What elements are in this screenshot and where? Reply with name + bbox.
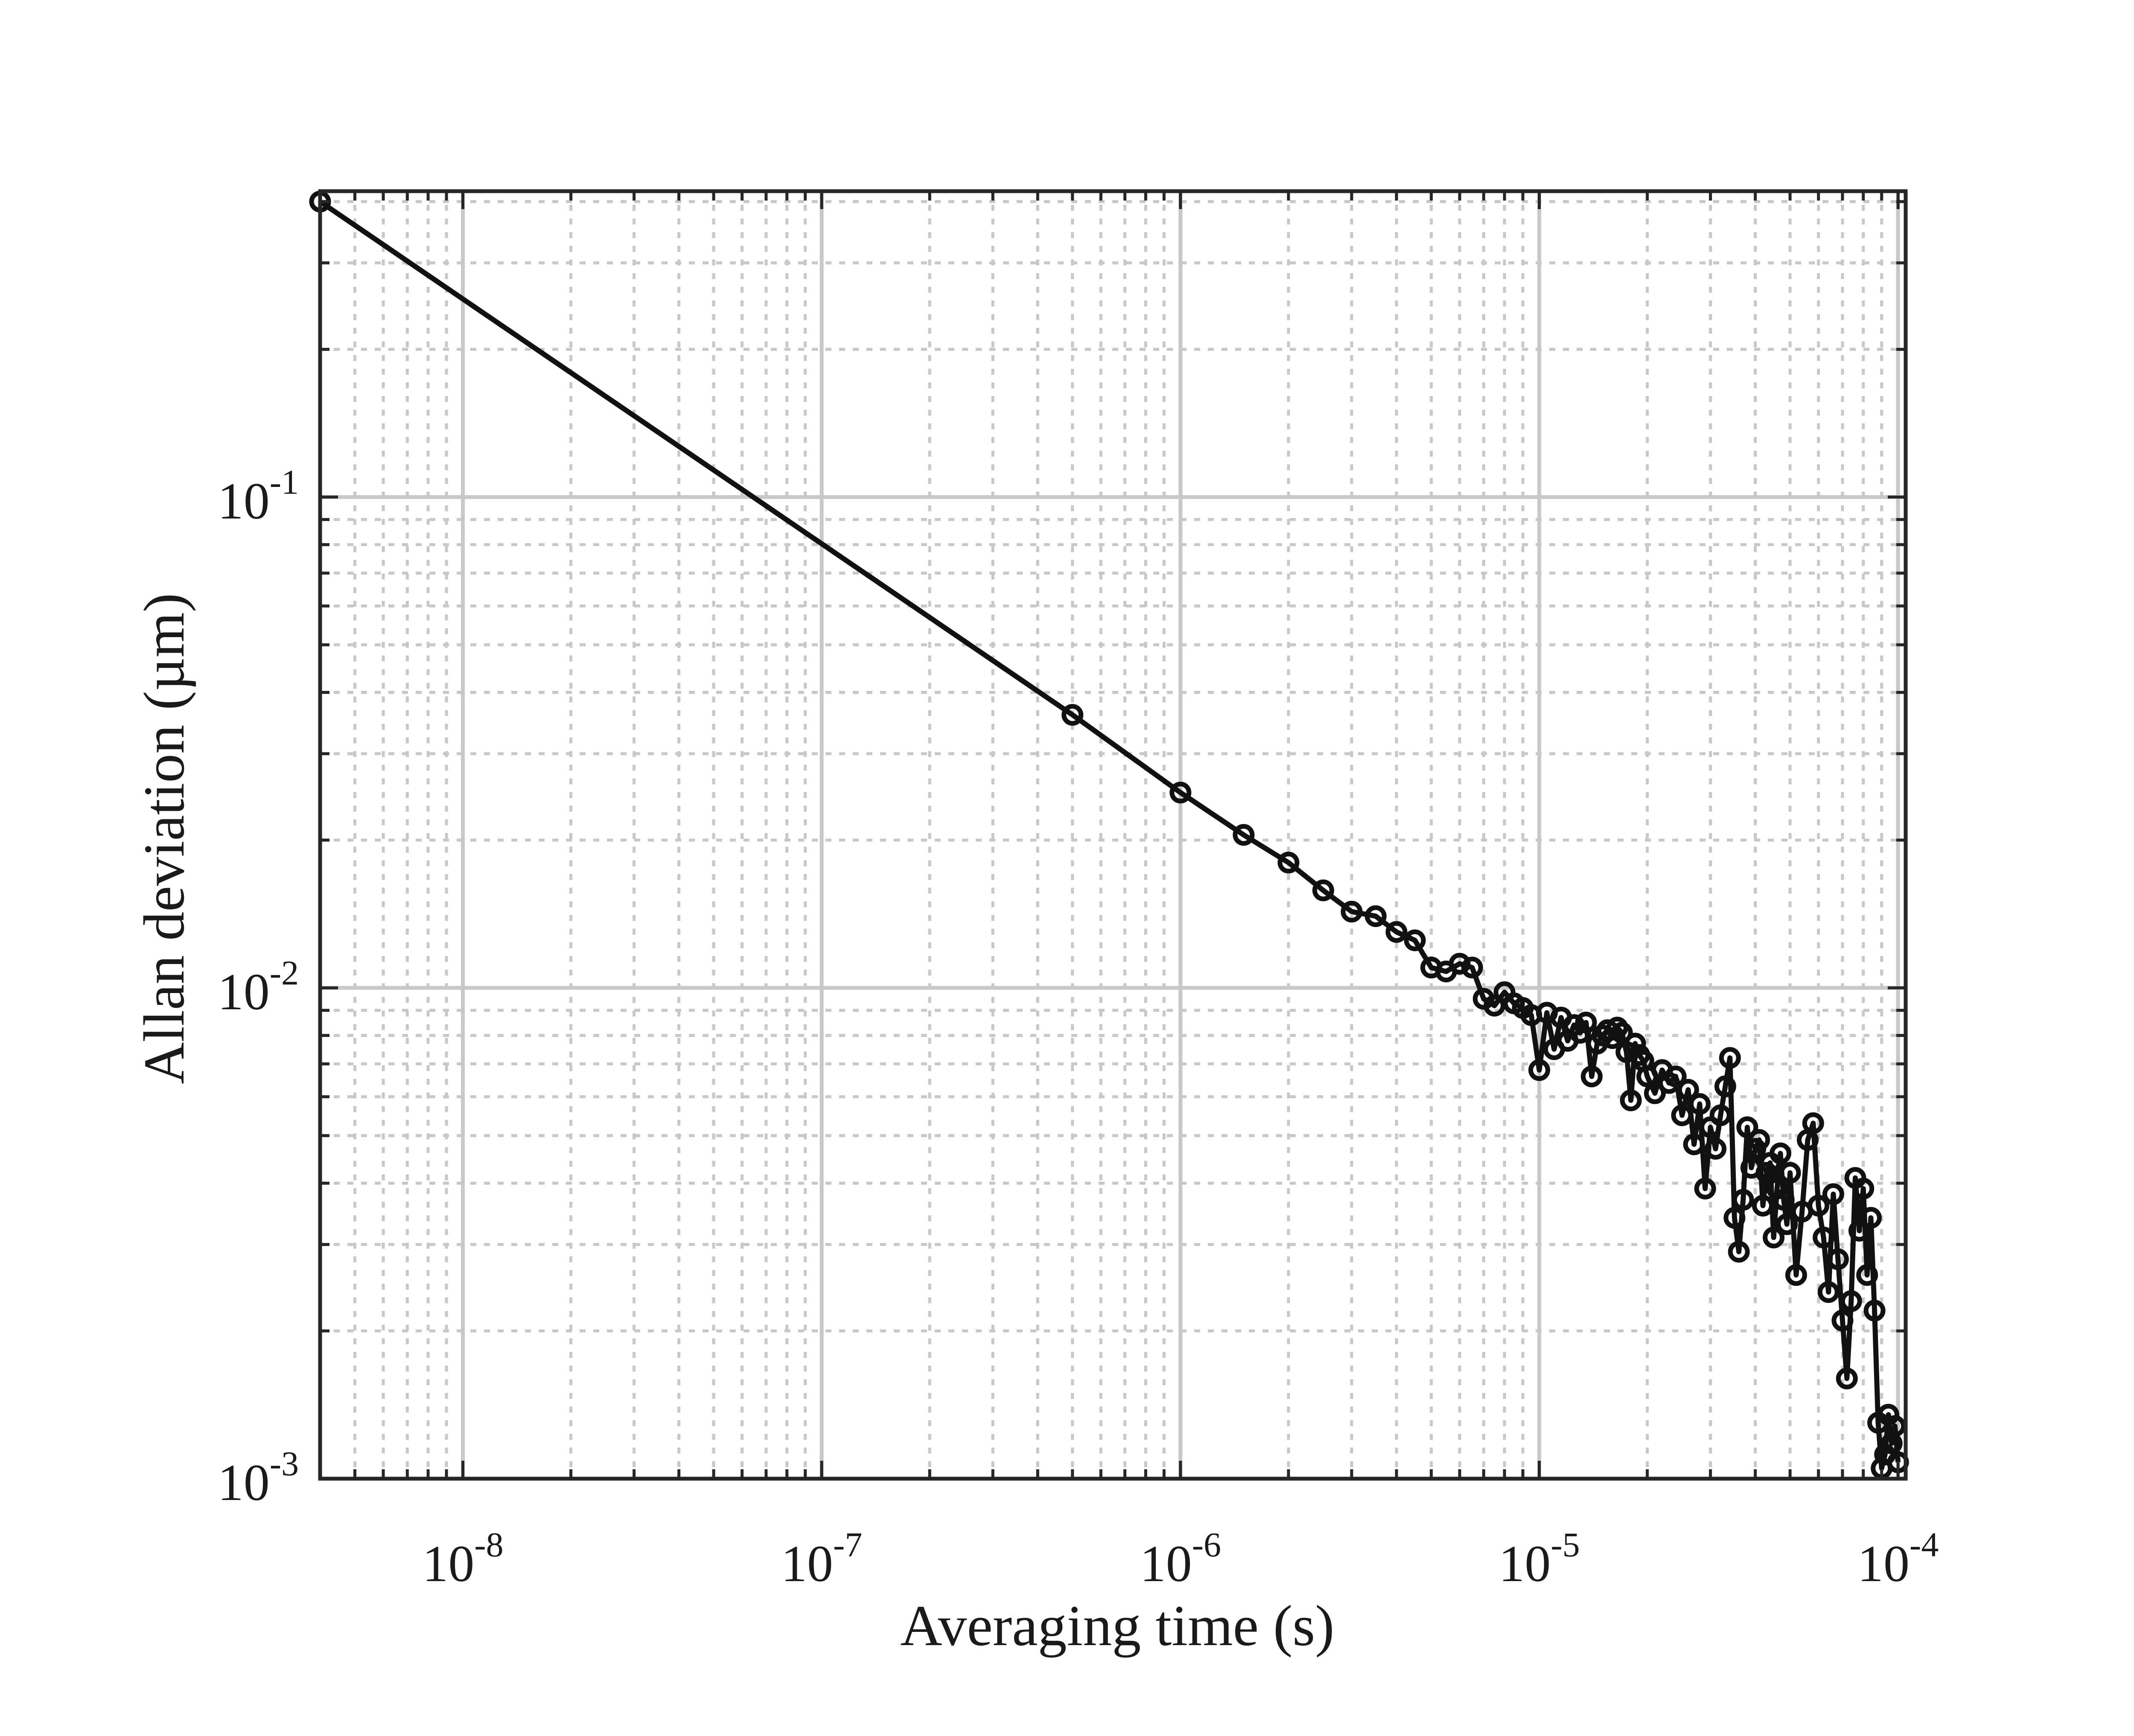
data-point-marker [1827, 1248, 1849, 1270]
data-point-marker [1755, 1162, 1778, 1184]
data-point-marker [1719, 1047, 1741, 1069]
data-point-marker [1483, 995, 1505, 1017]
data-point-marker [1671, 1104, 1693, 1127]
axes [318, 189, 1908, 1481]
x-tick-label: 10-6 [1140, 1525, 1221, 1593]
y-tick-label: 10-1 [218, 463, 299, 530]
data-point-marker [1852, 1177, 1875, 1200]
x-tick-label: 10-8 [422, 1525, 503, 1593]
data-point-marker [1779, 1162, 1801, 1184]
data-point-marker [1312, 879, 1334, 901]
data-point-marker [1620, 1089, 1642, 1111]
data-point-marker [1665, 1065, 1687, 1087]
data-point-marker [1860, 1207, 1882, 1229]
data-point-marker [1364, 905, 1387, 927]
data-point-marker [1848, 1220, 1870, 1242]
plot-frame [318, 189, 1908, 1481]
data-point-marker [1528, 1059, 1551, 1081]
y-tick-label: 10-3 [218, 1444, 299, 1512]
data-point-marker [1694, 1177, 1716, 1200]
data-point-marker [1863, 1299, 1886, 1322]
data-point-marker [1776, 1213, 1798, 1235]
y-tick-label: 10-2 [218, 953, 299, 1021]
x-axis-title: Averaging time (s) [900, 1594, 1334, 1658]
y-axis-title: Allan deviation (µm) [132, 593, 196, 1084]
data-point-marker [1763, 1226, 1785, 1249]
data-point-marker [1728, 1241, 1750, 1263]
grid-lines [318, 191, 1906, 1481]
data-point-marker [1840, 1290, 1862, 1312]
data-series [309, 190, 1909, 1480]
data-point-marker [1836, 1367, 1858, 1389]
data-point-marker [1752, 1194, 1774, 1217]
data-point-marker [1277, 851, 1300, 874]
data-point-marker [1813, 1226, 1835, 1249]
data-point-marker [1831, 1309, 1854, 1331]
tick-labels: 10-8 10-7 10-6 10-5 10-4 10-3 10-2 10-1 [218, 463, 1939, 1593]
data-point-marker [1817, 1281, 1840, 1303]
x-tick-label: 10-7 [781, 1525, 862, 1593]
data-point-marker [1723, 1207, 1746, 1229]
data-point-marker [1677, 1079, 1699, 1101]
data-point-marker [1449, 952, 1471, 975]
data-point-marker [1575, 1011, 1597, 1034]
data-point-marker [1624, 1032, 1646, 1054]
data-point-marker [1785, 1264, 1807, 1286]
data-point-marker [1884, 1415, 1906, 1437]
data-point-marker [1061, 704, 1084, 726]
data-point-marker [1580, 1065, 1603, 1087]
data-point-marker [1773, 1189, 1795, 1211]
data-point-marker [1683, 1133, 1705, 1156]
data-point-marker [1736, 1116, 1758, 1139]
data-point-marker [1770, 1142, 1792, 1165]
data-point-marker [1807, 1194, 1830, 1217]
data-point-marker [1802, 1112, 1824, 1134]
x-tick-label: 10-5 [1498, 1525, 1580, 1593]
data-point-marker [1705, 1138, 1727, 1160]
data-point-marker [1341, 900, 1363, 923]
data-point-marker [1822, 1183, 1844, 1205]
data-point-marker [1233, 824, 1255, 846]
data-point-marker [1709, 1104, 1732, 1127]
x-tick-label: 10-4 [1857, 1525, 1939, 1593]
data-point-marker [1461, 956, 1483, 979]
data-point-marker [1732, 1189, 1754, 1211]
data-point-marker [1688, 1093, 1711, 1115]
data-point-marker [1714, 1075, 1736, 1098]
data-point-marker [1644, 1082, 1666, 1104]
data-point-marker [1169, 781, 1192, 804]
data-point-marker [1856, 1264, 1878, 1286]
data-point-marker [1404, 929, 1426, 951]
data-point-marker [1611, 1022, 1633, 1044]
data-point-marker [1748, 1129, 1770, 1151]
data-point-marker [1385, 921, 1408, 943]
